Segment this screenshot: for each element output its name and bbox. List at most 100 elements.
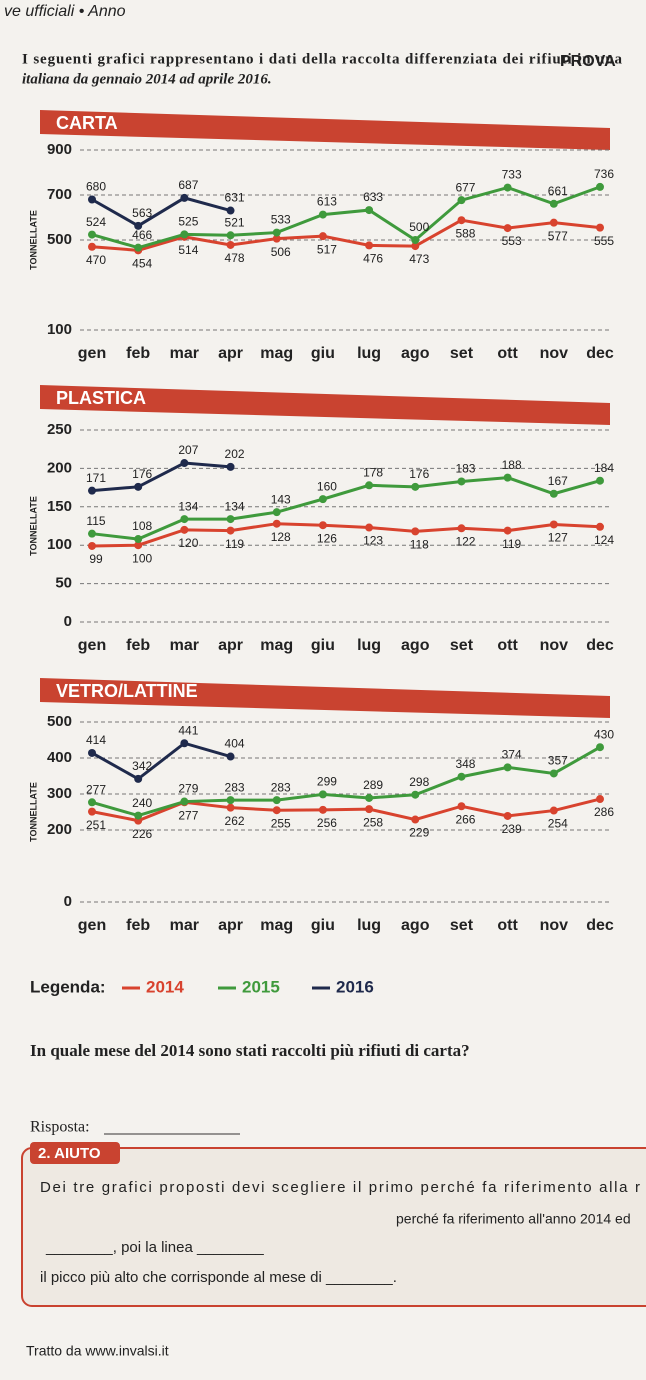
point — [134, 541, 143, 550]
data-label: 441 — [178, 723, 198, 737]
x-tick-label: ott — [497, 917, 518, 934]
point — [226, 752, 235, 761]
data-label: 633 — [363, 190, 383, 204]
data-label: 266 — [455, 812, 475, 826]
series-line — [91, 476, 601, 541]
data-label: 229 — [409, 826, 429, 840]
data-label: 404 — [225, 737, 245, 751]
data-label: 588 — [455, 226, 475, 240]
x-tick-label: feb — [126, 917, 150, 934]
data-label: 283 — [225, 780, 245, 794]
data-label: 126 — [317, 531, 337, 545]
data-label: 255 — [271, 816, 291, 830]
y-tick-label: 900 — [47, 141, 72, 158]
data-label: 239 — [502, 822, 522, 836]
y-tick-label: 500 — [47, 231, 72, 248]
help-line: ________, poi la linea ________ — [45, 1239, 264, 1256]
point — [88, 230, 96, 239]
help-tab — [30, 1142, 120, 1164]
x-tick-label: mar — [170, 917, 199, 934]
data-label: 525 — [178, 215, 198, 229]
point — [226, 515, 235, 524]
point — [549, 489, 558, 498]
point — [503, 811, 512, 820]
data-label: 298 — [409, 775, 429, 789]
data-label: 108 — [132, 519, 152, 533]
point — [596, 743, 604, 752]
series-line — [91, 196, 231, 228]
x-tick-label: nov — [540, 345, 569, 362]
point — [88, 807, 96, 816]
title-banner — [40, 385, 610, 425]
point — [549, 769, 558, 778]
x-tick-label: ott — [497, 637, 518, 654]
point — [180, 515, 189, 524]
point — [226, 796, 235, 805]
data-label: 533 — [271, 213, 291, 227]
point — [411, 790, 420, 799]
data-label: 563 — [132, 206, 152, 220]
y-tick-label: 500 — [47, 713, 72, 730]
y-tick-label: 100 — [47, 536, 72, 553]
data-label: 226 — [132, 827, 152, 841]
data-label: 476 — [363, 252, 383, 266]
help-line: il picco più alto che corrisponde al mes… — [40, 1269, 397, 1286]
badge: PROVA — [560, 53, 616, 70]
y-tick-label: 150 — [47, 498, 72, 515]
data-label: 478 — [225, 251, 245, 265]
point — [549, 806, 558, 815]
point — [272, 796, 281, 805]
point — [318, 805, 327, 814]
data-label: 207 — [178, 443, 198, 457]
point — [88, 541, 96, 550]
data-label: 736 — [594, 167, 614, 181]
point — [457, 772, 466, 781]
data-label: 143 — [271, 492, 291, 506]
point — [318, 521, 327, 530]
y-tick-label: 300 — [47, 785, 72, 802]
x-tick-label: apr — [218, 917, 243, 934]
point — [318, 232, 327, 241]
point — [503, 526, 512, 535]
series-line — [91, 218, 601, 252]
x-tick-label: mag — [260, 917, 293, 934]
point — [318, 790, 327, 799]
series-line — [91, 522, 601, 548]
title-banner — [40, 678, 610, 718]
y-tick-label: 50 — [55, 575, 72, 592]
point — [180, 739, 189, 748]
y-tick-label: 100 — [47, 321, 72, 338]
x-tick-label: feb — [126, 345, 150, 362]
x-tick-label: mag — [260, 345, 293, 362]
series-line — [91, 797, 601, 823]
point — [88, 748, 96, 757]
x-tick-label: mag — [260, 637, 293, 654]
point — [180, 193, 189, 202]
point — [457, 216, 466, 225]
source: Tratto da www.invalsi.it — [26, 1343, 169, 1359]
data-label: 454 — [132, 257, 152, 271]
x-tick-label: apr — [218, 345, 243, 362]
point — [88, 195, 96, 204]
point — [503, 763, 512, 772]
data-label: 414 — [86, 733, 106, 747]
point — [365, 241, 374, 250]
point — [272, 508, 281, 517]
series-line — [91, 461, 231, 493]
x-tick-label: mar — [170, 637, 199, 654]
point — [365, 481, 374, 490]
point — [226, 240, 235, 249]
data-label: 160 — [317, 479, 337, 493]
question: In quale mese del 2014 sono stati raccol… — [30, 1041, 470, 1060]
legend-label: Legenda: — [30, 977, 106, 996]
data-label: 99 — [89, 552, 103, 566]
data-label: 188 — [502, 458, 522, 472]
x-tick-label: set — [450, 345, 474, 362]
series-line — [91, 741, 231, 781]
x-tick-label: giu — [311, 637, 335, 654]
data-label: 279 — [178, 782, 198, 796]
x-tick-label: gen — [78, 637, 106, 654]
legend-entry: 2015 — [242, 977, 280, 996]
data-label: 251 — [86, 818, 106, 832]
y-tick-label: 400 — [47, 749, 72, 766]
